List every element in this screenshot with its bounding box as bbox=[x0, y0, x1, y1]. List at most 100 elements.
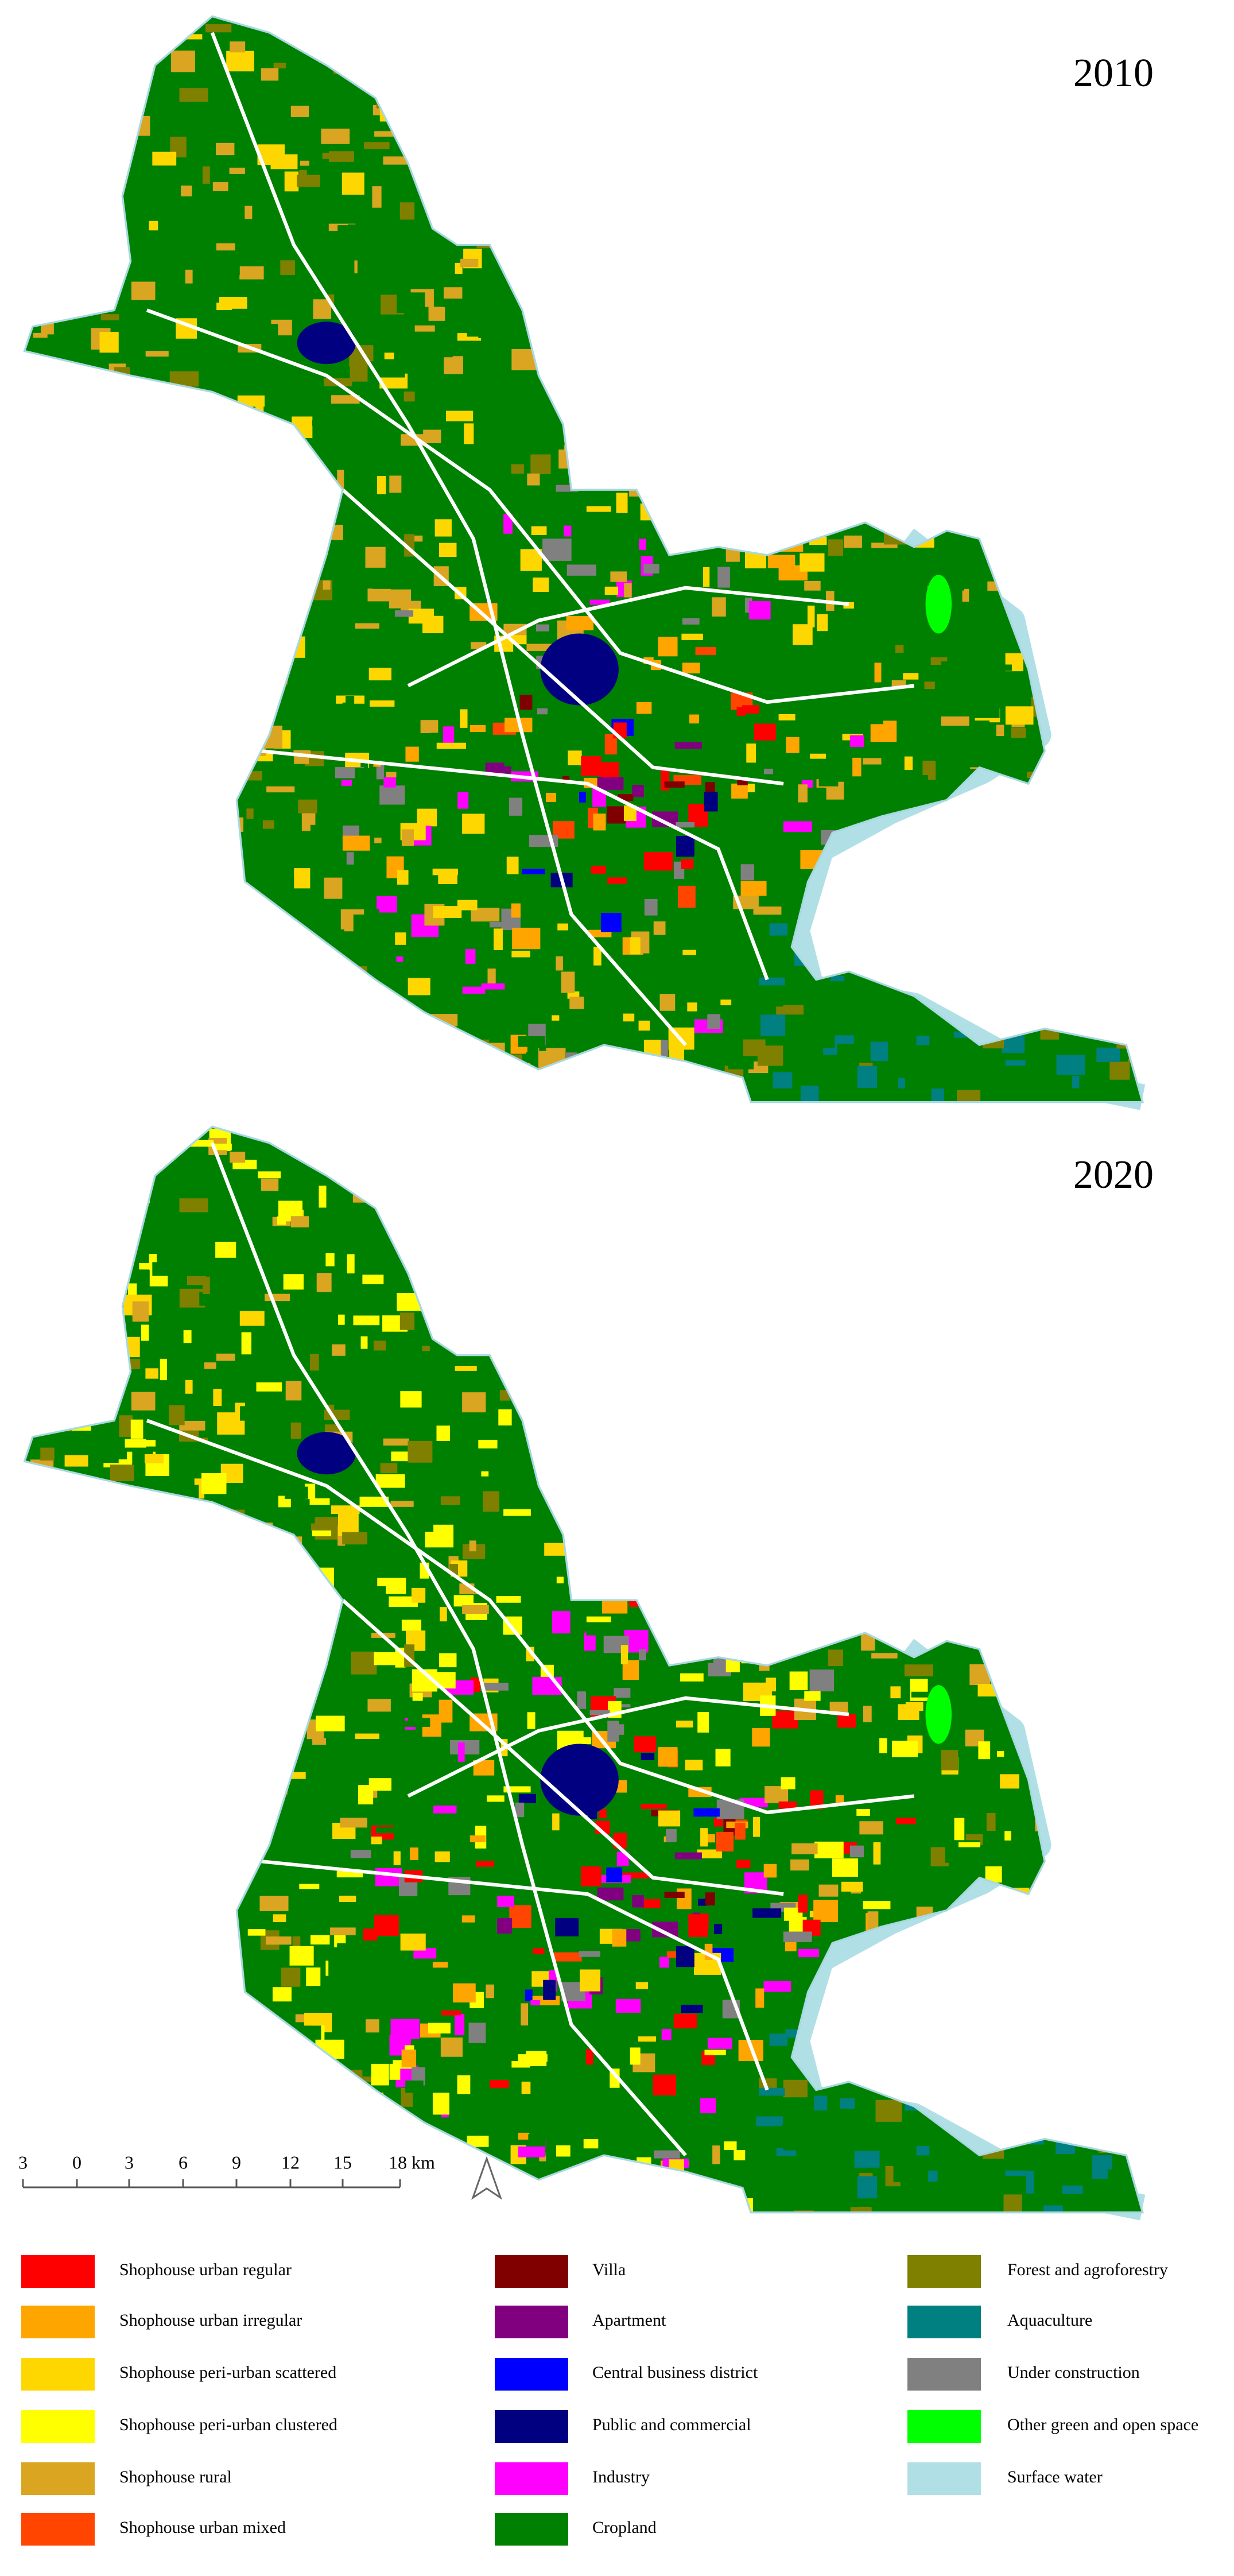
land-patch bbox=[129, 1359, 141, 1369]
land-patch bbox=[1003, 897, 1028, 905]
land-patch bbox=[1103, 1549, 1112, 1571]
land-patch bbox=[273, 1400, 284, 1418]
land-patch bbox=[488, 1132, 499, 1151]
land-patch bbox=[1031, 60, 1057, 73]
land-patch bbox=[31, 1217, 51, 1225]
land-patch bbox=[725, 521, 740, 535]
land-patch bbox=[316, 1273, 332, 1292]
land-patch bbox=[26, 1028, 39, 1040]
land-patch bbox=[82, 964, 100, 982]
land-patch bbox=[328, 1959, 353, 1977]
land-patch bbox=[386, 772, 397, 778]
land-patch bbox=[870, 1597, 878, 1608]
land-patch bbox=[972, 1337, 982, 1353]
land-patch bbox=[758, 1372, 786, 1393]
land-patch bbox=[876, 2071, 894, 2082]
land-patch bbox=[1050, 1137, 1078, 1152]
land-patch bbox=[316, 2197, 329, 2209]
land-patch bbox=[308, 515, 319, 537]
land-patch bbox=[211, 632, 240, 654]
land-patch bbox=[783, 2133, 810, 2151]
land-patch bbox=[194, 1692, 211, 1707]
land-patch bbox=[204, 767, 219, 779]
land-patch bbox=[351, 1651, 377, 1675]
land-patch bbox=[897, 1581, 921, 1590]
land-patch bbox=[449, 134, 465, 149]
land-patch bbox=[67, 1647, 92, 1669]
land-patch bbox=[490, 2080, 509, 2089]
land-patch bbox=[522, 175, 542, 197]
land-patch bbox=[623, 805, 637, 821]
land-patch bbox=[760, 1014, 786, 1036]
land-patch bbox=[180, 1680, 206, 1691]
land-patch bbox=[911, 1691, 934, 1698]
land-patch bbox=[1132, 1416, 1143, 1434]
land-patch bbox=[1113, 1438, 1128, 1460]
land-patch bbox=[1125, 796, 1143, 808]
land-patch bbox=[440, 1496, 460, 1505]
land-patch bbox=[462, 1392, 486, 1413]
land-patch bbox=[789, 1671, 808, 1690]
land-patch bbox=[675, 265, 693, 287]
land-patch bbox=[337, 1314, 345, 1325]
land-patch bbox=[115, 140, 142, 154]
land-patch bbox=[813, 1185, 825, 1205]
land-patch bbox=[430, 997, 449, 1006]
land-patch bbox=[1003, 2194, 1022, 2213]
land-patch bbox=[222, 1037, 245, 1048]
land-patch bbox=[969, 141, 996, 162]
land-patch bbox=[50, 2070, 79, 2076]
land-patch bbox=[940, 435, 960, 446]
land-patch bbox=[154, 2203, 178, 2213]
land-patch bbox=[274, 940, 281, 946]
land-patch bbox=[589, 1436, 603, 1456]
land-patch bbox=[104, 162, 129, 173]
land-patch bbox=[251, 1203, 266, 1221]
land-patch bbox=[752, 1908, 782, 1918]
land-patch bbox=[940, 204, 950, 215]
land-patch bbox=[205, 683, 235, 689]
land-patch bbox=[595, 1357, 621, 1371]
land-patch bbox=[647, 1403, 676, 1419]
land-patch bbox=[1083, 1440, 1096, 1455]
land-patch bbox=[943, 104, 968, 113]
land-patch bbox=[389, 475, 402, 493]
land-patch bbox=[1118, 588, 1135, 598]
land-patch bbox=[945, 505, 973, 518]
land-patch bbox=[1094, 888, 1123, 909]
land-patch bbox=[324, 877, 343, 899]
land-patch bbox=[391, 679, 402, 694]
land-patch bbox=[192, 2102, 210, 2111]
land-patch bbox=[99, 951, 119, 971]
land-patch bbox=[949, 1058, 956, 1066]
land-patch bbox=[854, 59, 868, 78]
land-patch bbox=[43, 1632, 60, 1649]
land-patch bbox=[970, 396, 981, 414]
land-patch bbox=[511, 903, 521, 918]
land-patch bbox=[871, 543, 898, 548]
land-patch bbox=[892, 150, 917, 168]
land-patch bbox=[30, 1204, 59, 1213]
land-patch bbox=[883, 1556, 903, 1562]
land-patch bbox=[77, 1164, 96, 1182]
land-patch bbox=[374, 837, 382, 843]
land-patch bbox=[273, 63, 286, 69]
land-patch bbox=[468, 2023, 486, 2043]
land-patch bbox=[1132, 1129, 1143, 1148]
land-patch bbox=[266, 786, 295, 793]
land-patch bbox=[191, 2016, 210, 2028]
land-patch bbox=[434, 1629, 452, 1647]
land-patch bbox=[593, 946, 602, 966]
land-patch bbox=[607, 1721, 619, 1742]
land-patch bbox=[87, 1679, 107, 1697]
land-patch bbox=[1105, 625, 1115, 639]
land-patch bbox=[807, 1133, 820, 1142]
land-patch bbox=[259, 2199, 281, 2213]
land-patch bbox=[129, 20, 140, 31]
land-patch bbox=[357, 1370, 376, 1385]
land-patch bbox=[60, 1218, 86, 1239]
land-patch bbox=[87, 1783, 97, 1803]
land-patch bbox=[1052, 2046, 1072, 2067]
land-patch bbox=[462, 986, 486, 994]
